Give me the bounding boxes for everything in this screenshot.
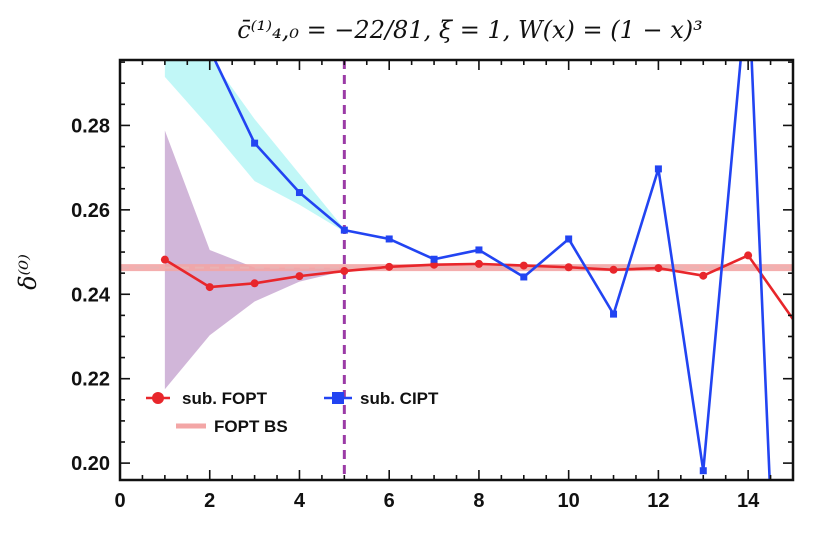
- cipt-point: [385, 235, 393, 243]
- fopt-point: [250, 279, 259, 288]
- fopt-point: [609, 265, 618, 274]
- x-tick-label: 8: [473, 490, 484, 512]
- fopt-point: [474, 259, 483, 268]
- legend: sub. FOPT sub. CIPT FOPT BS: [146, 389, 439, 436]
- fopt-point: [385, 262, 394, 271]
- x-tick-label: 0: [114, 490, 125, 512]
- x-tick-label: 2: [204, 490, 215, 512]
- legend-cipt-label: sub. CIPT: [360, 389, 439, 408]
- y-tick-label: 0.22: [71, 369, 110, 391]
- cipt-point: [161, 0, 168, 2]
- fopt-point: [519, 261, 528, 270]
- y-tick-label: 0.28: [71, 115, 110, 137]
- x-tick-label: 14: [737, 490, 760, 512]
- cipt-point: [340, 226, 348, 234]
- cipt-point: [475, 246, 483, 254]
- fopt-point: [205, 283, 214, 292]
- y-axis-label: δ⁽⁰⁾: [14, 254, 42, 290]
- cipt-point: [520, 273, 528, 281]
- x-tick-label: 12: [647, 490, 669, 512]
- legend-bs-label: FOPT BS: [214, 417, 288, 436]
- chart-title: c̄⁽¹⁾₄,₀ = −22/81, ξ = 1, W(x) = (1 − x)…: [237, 16, 703, 44]
- tick-marks: [119, 60, 794, 480]
- uncertainty-bands: [164, 60, 345, 390]
- y-tick-label: 0.20: [71, 453, 110, 475]
- cipt-point: [251, 139, 259, 147]
- fopt-point: [654, 264, 663, 273]
- fopt-point: [340, 267, 349, 276]
- cipt-point: [565, 235, 573, 243]
- fopt-point: [699, 271, 708, 280]
- legend-cipt-marker: [332, 392, 344, 404]
- y-tick-label: 0.24: [71, 284, 111, 306]
- cipt-point: [699, 467, 707, 475]
- cipt-series-line: [213, 60, 771, 480]
- series-lines: [120, 60, 793, 480]
- legend-fopt-marker: [152, 392, 164, 404]
- legend-fopt-label: sub. FOPT: [182, 389, 268, 408]
- fopt-point: [160, 255, 169, 264]
- cipt-point: [610, 310, 618, 318]
- cipt-point: [206, 46, 213, 53]
- fopt-point: [744, 251, 753, 260]
- fopt-point: [564, 263, 573, 272]
- cipt-point: [654, 165, 662, 173]
- uncertainty-band-0: [164, 130, 345, 390]
- x-tick-label: 4: [294, 490, 306, 512]
- x-tick-label: 6: [384, 490, 395, 512]
- y-tick-label: 0.26: [71, 200, 110, 222]
- fopt-point: [295, 272, 304, 281]
- series-markers: [160, 0, 753, 475]
- cipt-point: [430, 255, 438, 263]
- cipt-point: [295, 189, 303, 197]
- x-tick-label: 10: [558, 490, 580, 512]
